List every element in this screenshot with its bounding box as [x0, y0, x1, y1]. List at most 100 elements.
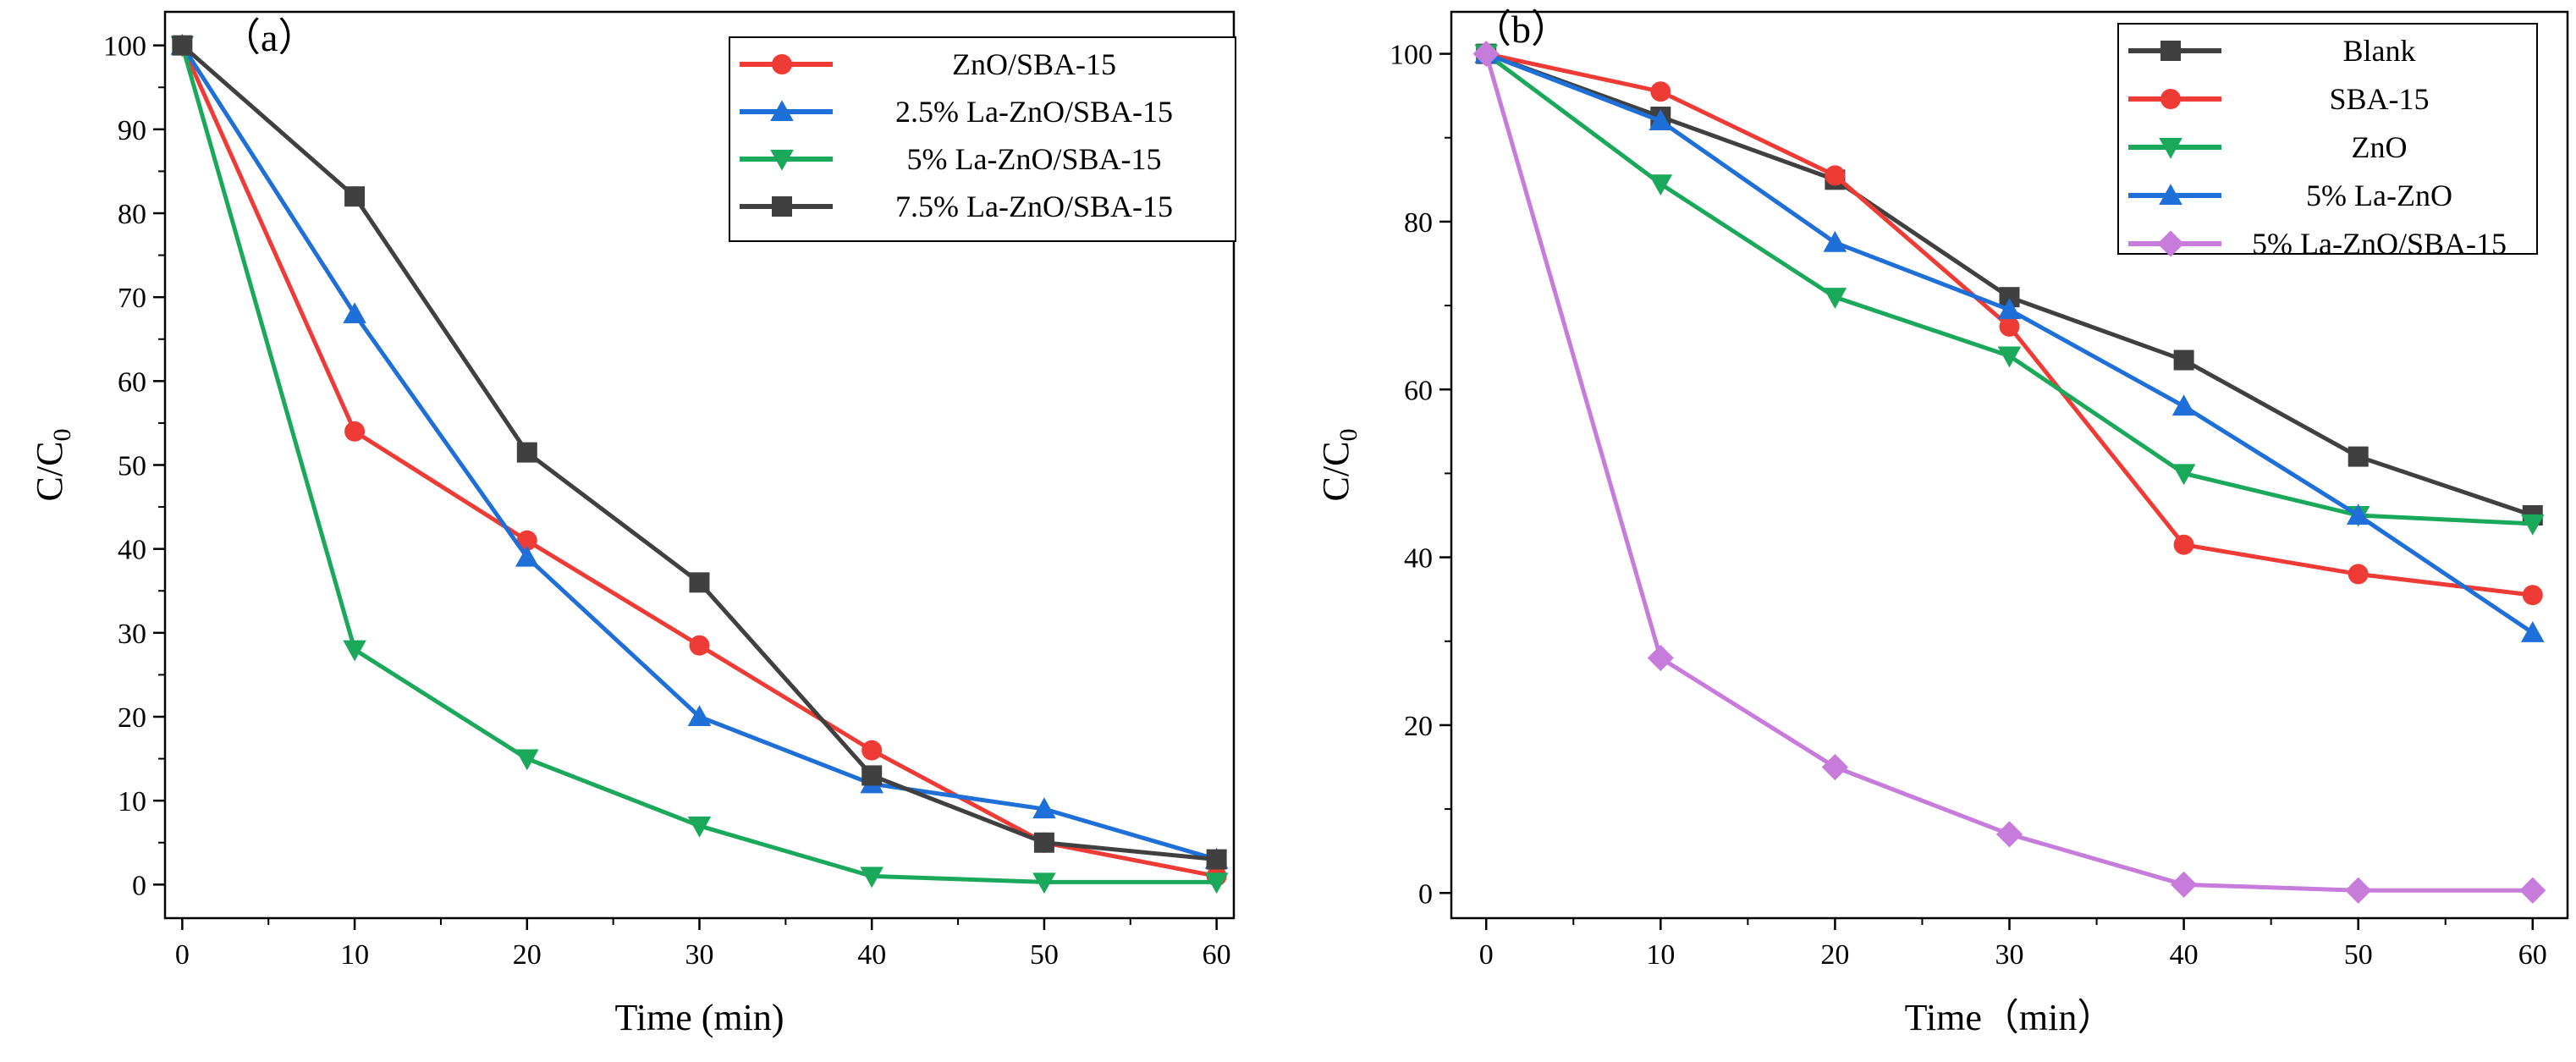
y-axis-label: C/C0: [29, 429, 76, 502]
data-point: [1647, 644, 1674, 672]
data-point: [2173, 349, 2194, 371]
data-point: [2173, 534, 2194, 555]
y-tick-label: 0: [132, 870, 146, 901]
data-point: [1206, 849, 1227, 870]
data-point: [2522, 585, 2543, 606]
data-point: [1472, 40, 1500, 68]
y-axis-label: C/C0: [1315, 429, 1362, 502]
legend-entry-label: 5% La-ZnO/SBA-15: [907, 142, 1162, 176]
data-point: [516, 442, 537, 463]
data-point: [1821, 753, 1849, 781]
x-tick-label: 20: [513, 939, 542, 971]
legend-swatch-marker: [2159, 184, 2182, 206]
data-point: [689, 572, 710, 593]
x-tick-label: 0: [175, 939, 190, 971]
data-point: [861, 765, 883, 786]
data-point: [2348, 564, 2369, 585]
data-point: [2520, 514, 2545, 536]
data-point: [1649, 174, 1673, 196]
y-tick-label: 100: [103, 31, 146, 63]
data-point: [515, 749, 539, 771]
x-tick-label: 30: [685, 939, 714, 971]
data-point: [2171, 464, 2196, 486]
y-tick-label: 20: [118, 702, 146, 734]
x-axis-label: Time（min）: [1905, 997, 2115, 1038]
y-tick-label: 80: [118, 199, 146, 230]
data-point: [1825, 165, 1846, 186]
y-tick-label: 10: [118, 786, 146, 817]
legend-swatch-marker: [772, 54, 792, 74]
x-tick-label: 20: [1820, 939, 1849, 971]
y-tick-label: 30: [118, 619, 146, 650]
legend-entry-label: SBA-15: [2329, 82, 2429, 116]
legend-entry-label: ZnO/SBA-15: [952, 47, 1116, 81]
data-point: [2348, 446, 2369, 467]
data-point: [344, 186, 366, 207]
series-5-la-zno-sba-15: [1472, 40, 2546, 904]
y-tick-label: 60: [1404, 375, 1433, 406]
legend-swatch-marker: [770, 100, 794, 122]
y-tick-label: 0: [1418, 878, 1433, 910]
data-point: [1997, 298, 2022, 320]
y-tick-label: 100: [1390, 40, 1433, 71]
x-tick-label: 50: [2344, 939, 2373, 971]
x-tick-label: 60: [2518, 939, 2547, 971]
data-point: [2346, 503, 2370, 525]
data-point: [343, 640, 366, 662]
y-tick-label: 50: [118, 451, 146, 482]
legend-swatch-marker: [2157, 230, 2184, 257]
data-point: [1997, 346, 2022, 368]
y-tick-label: 80: [1404, 207, 1433, 239]
data-point: [343, 302, 366, 324]
legend-entry-label: Blank: [2343, 34, 2416, 68]
data-point: [1823, 288, 1847, 309]
y-tick-label: 70: [118, 283, 146, 314]
legend: Blank SBA-15 ZnO 5% La-ZnO 5% La-ZnO/SBA-15: [2117, 23, 2538, 261]
data-point: [1204, 872, 1229, 894]
y-tick-label: 60: [118, 366, 146, 398]
data-point: [687, 705, 712, 727]
data-point: [344, 421, 366, 442]
data-point: [1032, 872, 1056, 894]
legend-entry-label: ZnO: [2352, 130, 2408, 164]
legend: ZnO/SBA-15 2.5% La-ZnO/SBA-15 5% La-ZnO/SB…: [729, 36, 1236, 242]
x-tick-label: 40: [2170, 939, 2199, 971]
x-tick-label: 0: [1479, 939, 1494, 971]
y-tick-label: 40: [118, 535, 146, 566]
legend-swatch-marker: [2160, 89, 2181, 109]
legend-entry-label: 7.5% La-ZnO/SBA-15: [895, 190, 1173, 223]
data-point: [2345, 877, 2372, 904]
series-7-5-la-zno-sba-15: [172, 35, 1227, 870]
panel-label: （a）: [222, 16, 316, 59]
chart-panel-1: 0 10 20 30 40 50 60020406080100Time（min）C/C0（b…: [1315, 8, 2569, 1038]
data-point: [861, 740, 883, 761]
x-tick-label: 10: [340, 939, 369, 971]
data-point: [689, 635, 710, 656]
series-sba-15: [1476, 43, 2543, 606]
x-tick-label: 60: [1203, 939, 1231, 971]
data-point: [1033, 832, 1054, 853]
x-axis-label: Time (min): [614, 997, 784, 1038]
y-tick-label: 20: [1404, 711, 1433, 742]
data-point: [1823, 230, 1847, 252]
legend-swatch-marker: [2159, 137, 2182, 159]
data-point: [860, 867, 884, 889]
data-point: [172, 35, 193, 56]
data-point: [1999, 316, 2020, 337]
legend-swatch-marker: [2160, 41, 2181, 61]
legend-box: [2117, 23, 2538, 255]
data-point: [2170, 871, 2198, 898]
data-point: [515, 545, 539, 567]
chart-panel-0: 0 10 20 30 40 50 60 0 10 20 30 40 50 60 70 80 90 100 Time …: [29, 10, 1236, 1038]
legend-swatch-marker: [772, 196, 792, 217]
legend-entry-label: 5% La-ZnO/SBA-15: [2252, 227, 2507, 261]
data-point: [2171, 394, 2196, 416]
legend-swatch-marker: [770, 149, 794, 171]
y-tick-label: 40: [1404, 543, 1433, 575]
data-point: [687, 816, 712, 838]
x-tick-label: 10: [1646, 939, 1675, 971]
x-tick-label: 40: [857, 939, 886, 971]
data-point: [1649, 109, 1673, 130]
data-point: [1650, 81, 1671, 102]
